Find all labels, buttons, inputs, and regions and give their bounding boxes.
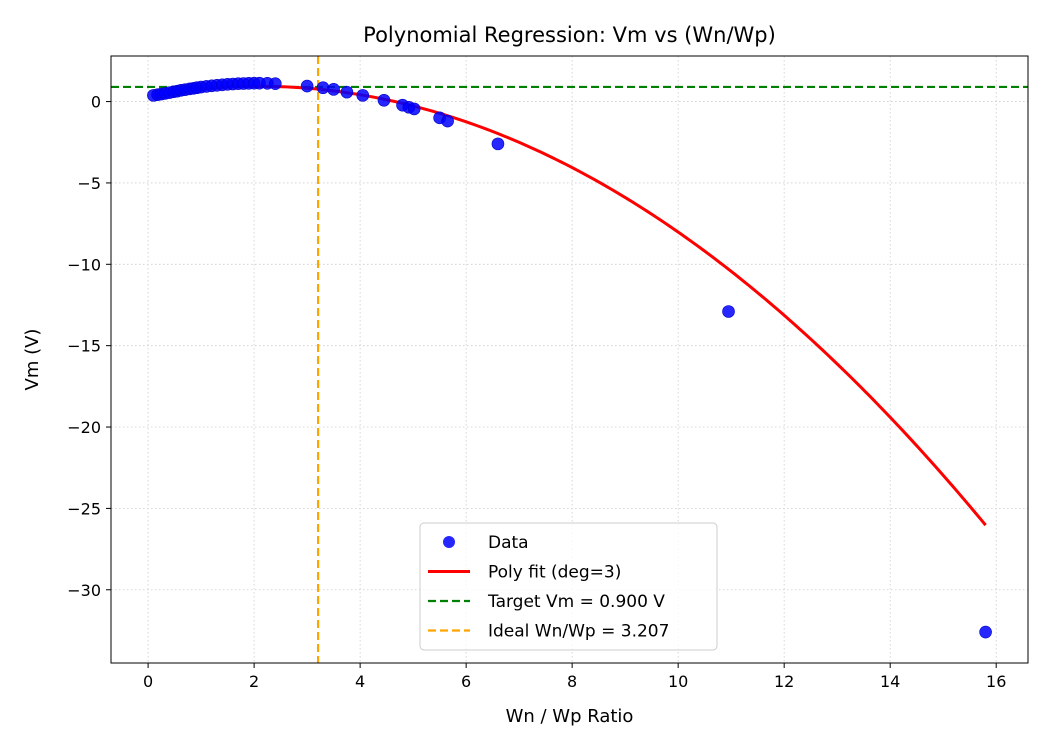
fit-curve-layer — [153, 84, 987, 527]
legend-label: Poly fit (deg=3) — [488, 563, 621, 583]
data-point — [407, 102, 421, 116]
y-tick-label: −10 — [67, 255, 101, 274]
x-axis-label: Wn / Wp Ratio — [506, 706, 634, 727]
data-point — [340, 85, 354, 99]
x-tick-label: 16 — [986, 672, 1006, 691]
y-tick-label: −30 — [67, 581, 101, 600]
y-axis-label: Vm (V) — [22, 329, 43, 391]
ticks-layer: 0 2 4 6 8 10 12 14 16 0 −5 −10 −15 −20 −25 −30 — [67, 93, 1006, 691]
legend-box — [419, 522, 718, 651]
y-tick-label: −20 — [67, 418, 101, 437]
legend: Data Poly fit (deg=3) Target Vm = 0.900 V I… — [419, 522, 718, 651]
poly-fit-curve — [153, 84, 987, 527]
x-tick-label: 4 — [355, 672, 365, 691]
data-point — [722, 305, 735, 318]
data-point — [979, 625, 992, 639]
legend-label: Target Vm = 0.900 V — [487, 592, 665, 612]
x-tick-label: 14 — [880, 672, 900, 691]
grid-layer — [111, 56, 1028, 663]
y-tick-label: 0 — [91, 93, 101, 112]
y-tick-label: −15 — [67, 337, 101, 356]
data-point — [300, 79, 314, 93]
y-tick-label: −25 — [67, 499, 101, 518]
x-tick-label: 6 — [461, 672, 471, 691]
data-point — [377, 93, 391, 107]
data-point — [327, 83, 340, 96]
x-tick-label: 0 — [143, 672, 153, 691]
data-point — [356, 89, 370, 102]
data-point — [491, 137, 505, 151]
x-tick-label: 12 — [774, 672, 794, 691]
data-point — [269, 77, 282, 90]
chart-title: Polynomial Regression: Vm vs (Wn/Wp) — [363, 23, 776, 47]
x-tick-label: 2 — [249, 672, 259, 691]
data-point — [441, 114, 454, 128]
legend-label: Data — [488, 533, 529, 553]
data-point — [316, 81, 330, 95]
reference-lines — [111, 56, 1028, 663]
plot-frame — [110, 55, 1029, 664]
x-tick-label: 10 — [668, 672, 688, 691]
data-points-layer — [147, 76, 992, 639]
y-tick-label: −5 — [77, 174, 101, 193]
x-tick-label: 8 — [567, 672, 577, 691]
legend-label: Ideal Wn/Wp = 3.207 — [488, 622, 669, 642]
legend-data-marker — [443, 536, 455, 548]
